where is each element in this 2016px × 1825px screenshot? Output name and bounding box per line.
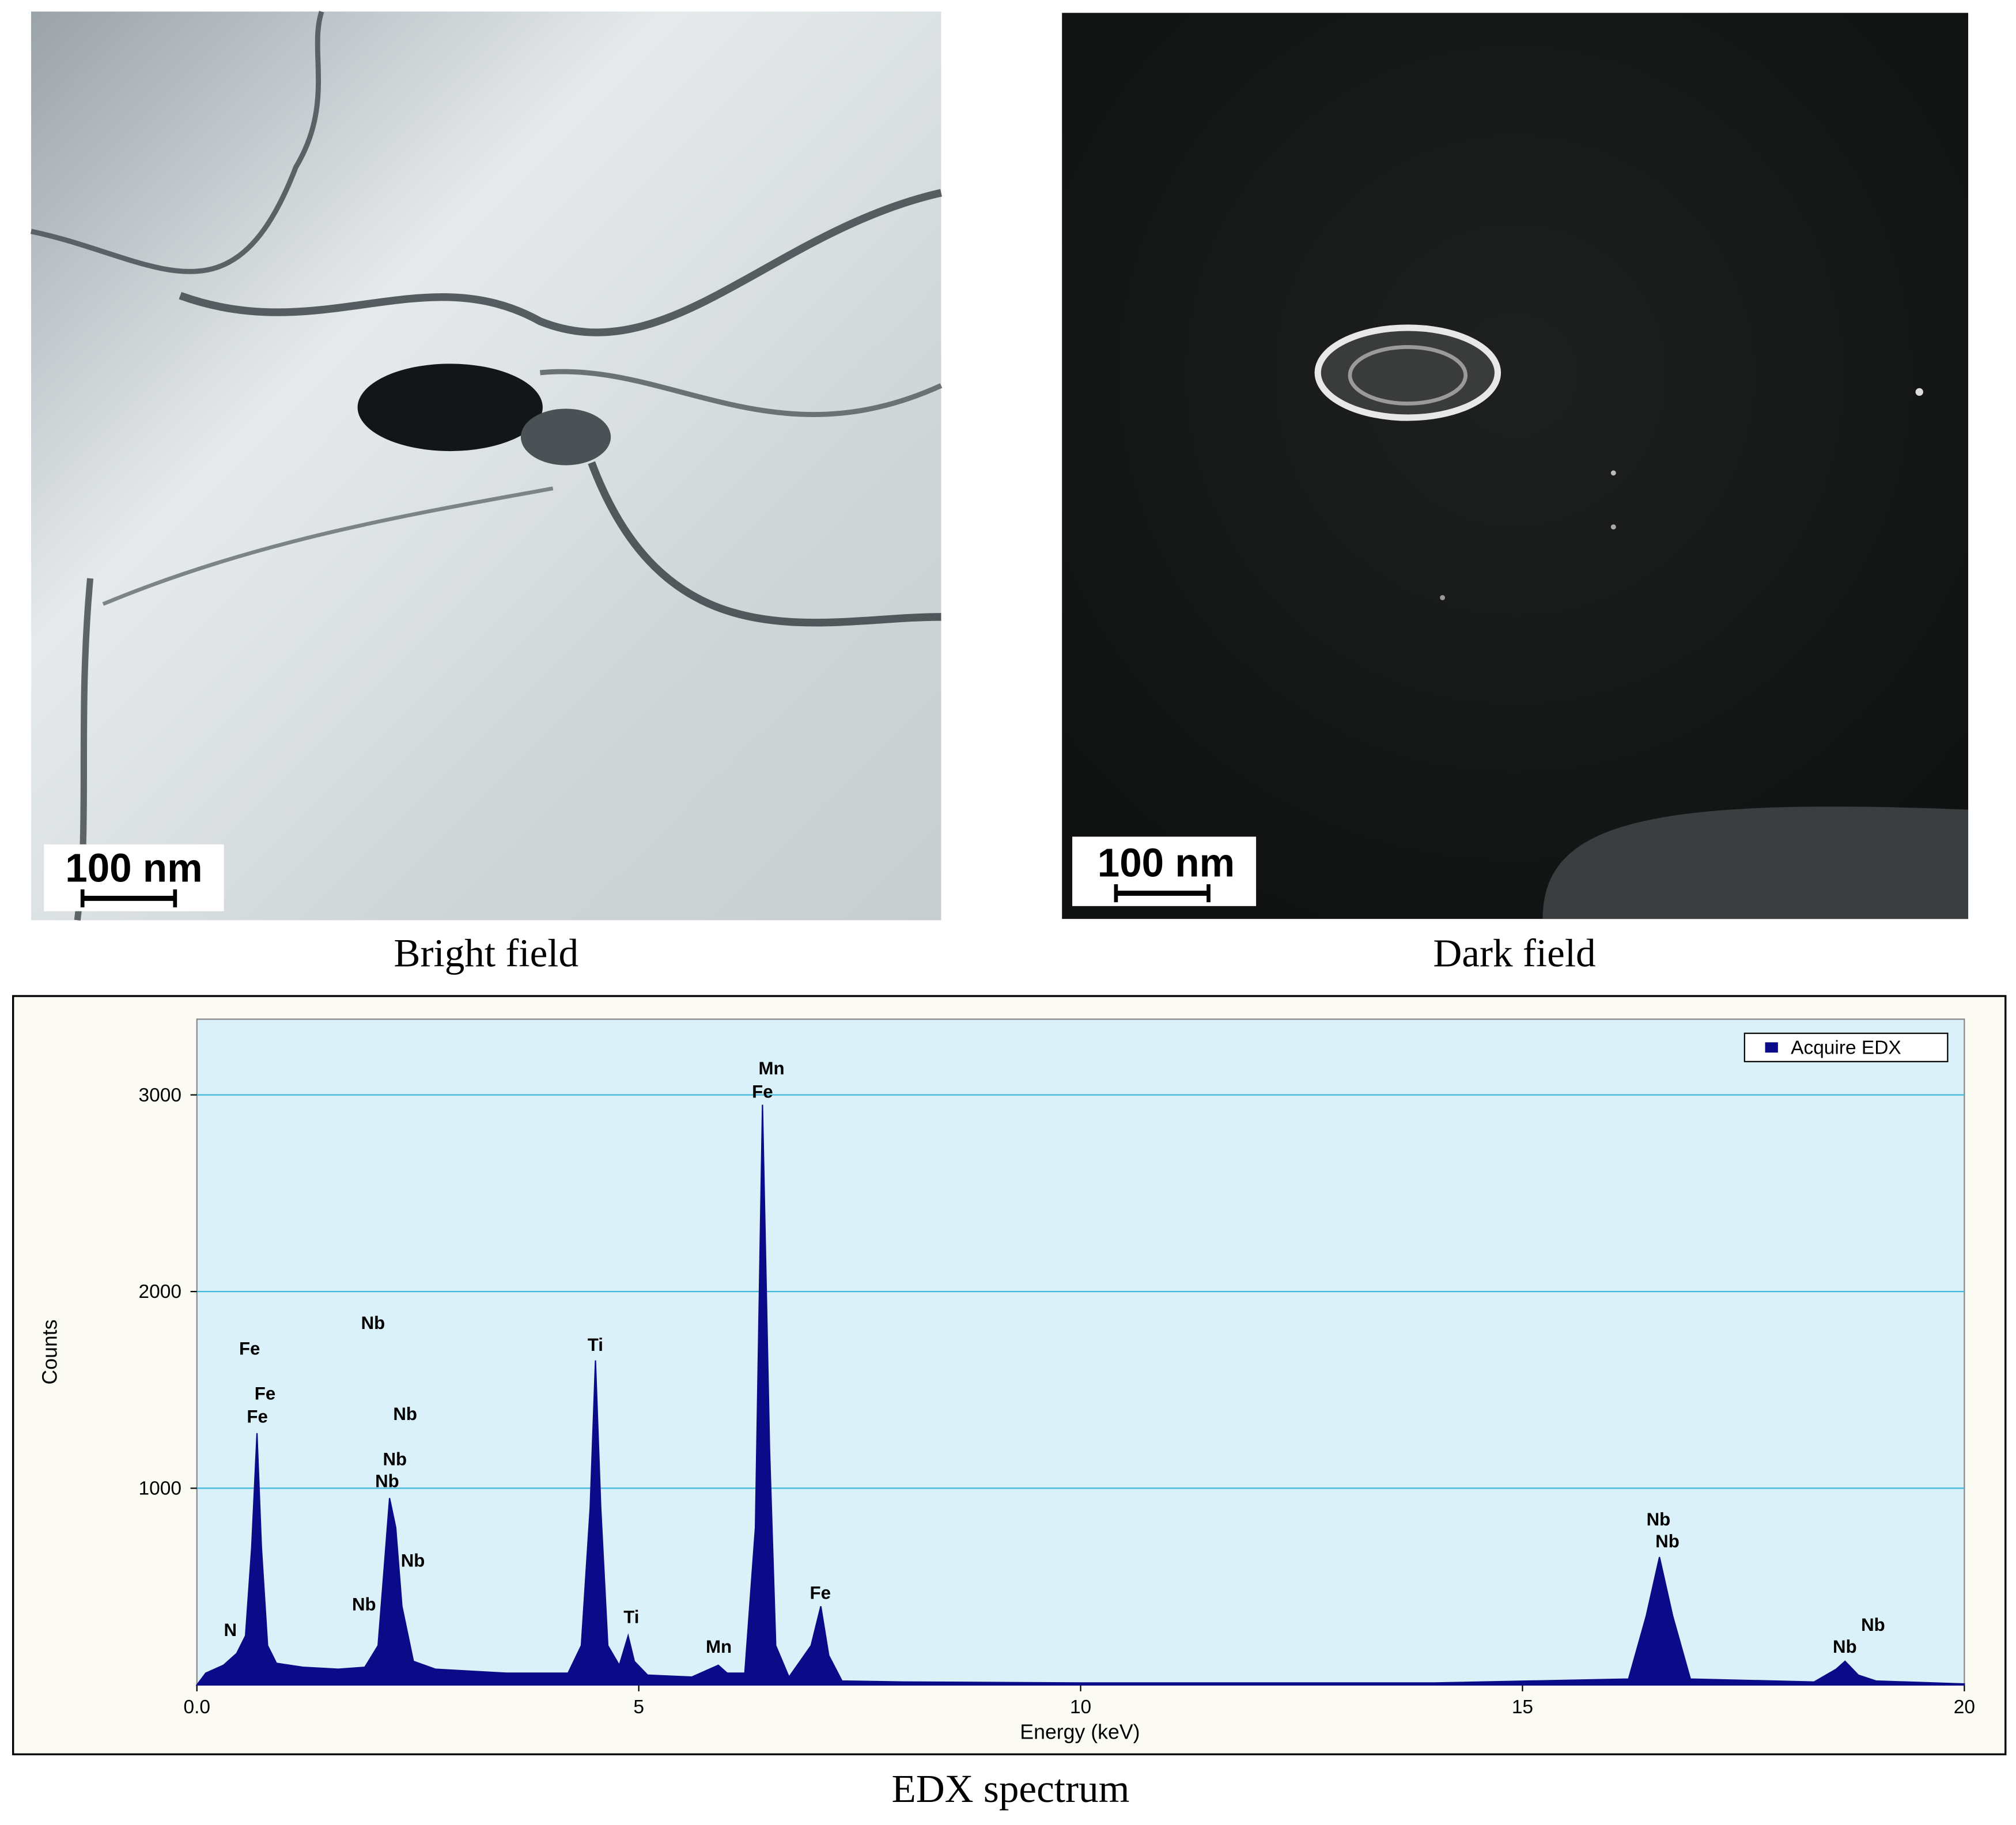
peak-label: Nb bbox=[383, 1449, 407, 1469]
scale-bar-label: 100 nm bbox=[65, 845, 202, 890]
panel-caption: Bright field bbox=[394, 931, 578, 975]
dark-field-image: 100 nm bbox=[1062, 13, 1969, 919]
y-tick-label: 3000 bbox=[139, 1085, 181, 1106]
legend-swatch bbox=[1765, 1042, 1778, 1053]
y-tick-label: 2000 bbox=[139, 1281, 181, 1303]
peak-label: Fe bbox=[810, 1582, 831, 1603]
x-tick-label: 15 bbox=[1512, 1697, 1533, 1718]
peak-label: Nb bbox=[401, 1551, 425, 1571]
peak-label: Nb bbox=[1861, 1615, 1885, 1635]
x-tick-label: 20 bbox=[1954, 1697, 1975, 1718]
peak-label: Nb bbox=[1647, 1509, 1671, 1529]
peak-label: Nb bbox=[352, 1594, 376, 1614]
chart-caption: EDX spectrum bbox=[892, 1766, 1130, 1811]
peak-label: Nb bbox=[1655, 1531, 1680, 1551]
spectrum-area bbox=[195, 1104, 1965, 1686]
peak-label: Fe bbox=[247, 1407, 267, 1427]
peak-label: N bbox=[224, 1620, 237, 1640]
panel-caption: Dark field bbox=[1433, 931, 1595, 975]
legend-box bbox=[1743, 1032, 1949, 1062]
peak-label: Nb bbox=[361, 1313, 385, 1333]
peak-label: Fe bbox=[239, 1338, 260, 1358]
x-tick-label: 5 bbox=[633, 1697, 644, 1718]
y-tick-label: 1000 bbox=[139, 1478, 181, 1500]
peak-label: Fe bbox=[255, 1384, 275, 1404]
peak-label: Mn bbox=[758, 1058, 784, 1078]
peak-label: Nb bbox=[393, 1404, 417, 1424]
x-tick-label: 0.0 bbox=[183, 1697, 210, 1718]
peak-label: Fe bbox=[752, 1081, 773, 1101]
peak-label: Nb bbox=[375, 1471, 399, 1491]
scale-bar-label: 100 nm bbox=[1098, 840, 1235, 885]
x-tick-label: 10 bbox=[1070, 1697, 1091, 1718]
x-axis-label: Energy (keV) bbox=[1020, 1721, 1140, 1744]
peak-label: Mn bbox=[706, 1637, 732, 1657]
peak-label: Ti bbox=[588, 1335, 603, 1355]
bright-field-image: 100 nm bbox=[31, 10, 943, 921]
peak-label: Nb bbox=[1833, 1637, 1857, 1657]
plot-area bbox=[196, 1018, 1965, 1686]
peak-label: Ti bbox=[623, 1607, 639, 1627]
legend-label: Acquire EDX bbox=[1791, 1037, 1901, 1058]
y-axis-label: Counts bbox=[39, 1319, 62, 1384]
